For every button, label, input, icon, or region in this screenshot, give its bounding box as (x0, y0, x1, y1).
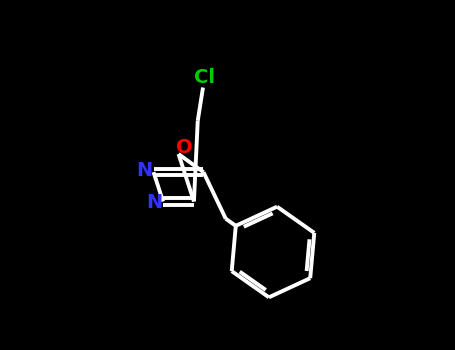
Text: N: N (146, 193, 162, 212)
Text: O: O (177, 138, 193, 157)
Text: Cl: Cl (194, 68, 215, 87)
Text: N: N (136, 161, 153, 180)
